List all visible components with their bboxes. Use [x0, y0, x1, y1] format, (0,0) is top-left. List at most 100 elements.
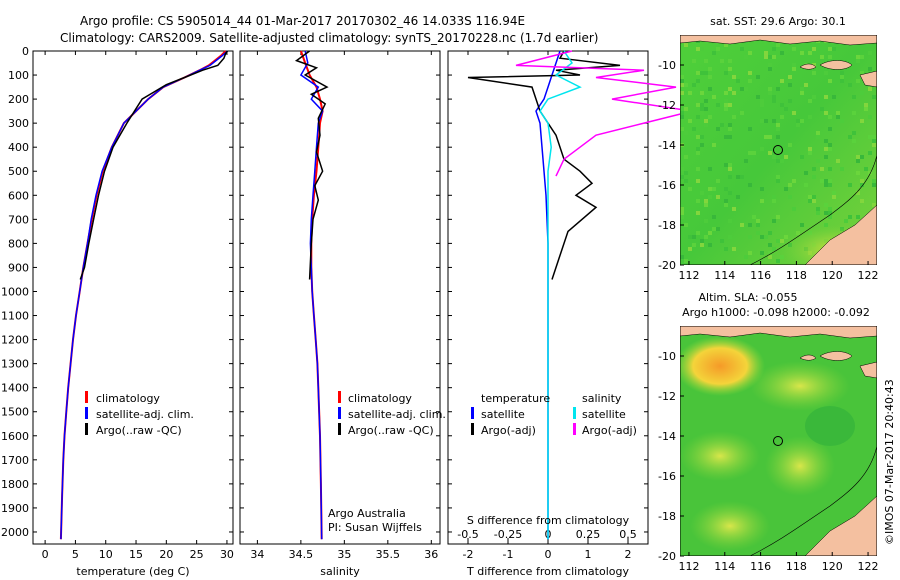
sst-pixel	[864, 107, 868, 111]
sst-pixel	[760, 251, 764, 255]
salinity-panel: 34 34.5 35 35.5 36 salinity climatology sate…	[239, 50, 446, 578]
sst-pixel	[768, 231, 772, 235]
sst-pixel	[700, 111, 704, 115]
sst-pixel	[684, 83, 688, 87]
sst-pixel	[712, 187, 716, 191]
sst-pixel	[732, 115, 736, 119]
depth-tick-label: 1000	[1, 285, 29, 298]
sst-pixel	[700, 103, 704, 107]
sst-pixel	[768, 63, 772, 67]
sst-pixel	[836, 111, 840, 115]
sst-pixel	[728, 67, 732, 71]
sst-pixel	[860, 119, 864, 123]
legend-label-argo: Argo(..raw -QC)	[96, 424, 182, 437]
sst-pixel	[856, 59, 860, 63]
sst-pixel	[756, 231, 760, 235]
sst-pixel	[684, 179, 688, 183]
sst-pixel	[680, 79, 684, 83]
difference-series	[467, 50, 693, 540]
sst-pixel	[764, 235, 768, 239]
sst-pixel	[860, 155, 864, 159]
sst-pixel	[748, 127, 752, 131]
sst-pixel	[720, 239, 724, 243]
sst-pixel	[788, 143, 792, 147]
depth-tick-label: 1500	[1, 406, 29, 419]
lon-tick-label: 120	[822, 560, 843, 573]
sst-pixel	[784, 107, 788, 111]
sst-pixel	[744, 159, 748, 163]
sst-pixel	[872, 183, 876, 187]
sst-pixel	[772, 95, 776, 99]
sst-pixel	[780, 79, 784, 83]
temperature-xlabel: temperature (deg C)	[76, 565, 189, 578]
sst-pixel	[848, 215, 852, 219]
sst-pixel	[776, 175, 780, 179]
sst-pixel	[696, 151, 700, 155]
sst-pixel	[772, 47, 776, 51]
legend-swatch-satellite	[338, 407, 341, 419]
salinity-xlabel: salinity	[320, 565, 360, 578]
sst-pixel	[764, 135, 768, 139]
sst-pixel	[696, 179, 700, 183]
sst-pixel	[708, 87, 712, 91]
sst-pixel	[724, 203, 728, 207]
sst-pixel	[852, 111, 856, 115]
sst-pixel	[724, 187, 728, 191]
sst-pixel	[860, 179, 864, 183]
sst-pixel	[704, 199, 708, 203]
sst-pixel	[792, 63, 796, 67]
lat-tick-label: -10	[658, 59, 676, 72]
sst-pixel	[860, 91, 864, 95]
sst-pixel	[828, 207, 832, 211]
sst-pixel	[692, 59, 696, 63]
sst-pixel	[856, 171, 860, 175]
lon-tick-label: 118	[786, 560, 807, 573]
sst-pixel	[828, 115, 832, 119]
sst-pixel	[708, 75, 712, 79]
temperature-legend: climatology satellite-adj. clim. Argo(..…	[85, 391, 194, 437]
sst-pixel	[728, 87, 732, 91]
credit-line-1: Argo Australia	[328, 507, 406, 520]
sst-pixel	[868, 115, 872, 119]
sst-pixel	[688, 235, 692, 239]
sst-pixel	[760, 103, 764, 107]
sst-pixel	[820, 167, 824, 171]
sst-pixel	[868, 87, 872, 91]
sst-pixel	[700, 107, 704, 111]
sst-texture	[680, 35, 876, 263]
sst-pixel	[828, 147, 832, 151]
sst-pixel	[828, 47, 832, 51]
sst-pixel	[680, 211, 684, 215]
legend-label-s-satellite: satellite	[582, 408, 626, 421]
t-difference-xlabel: T difference from climatology	[466, 565, 629, 578]
sst-pixel	[728, 235, 732, 239]
land-island-2	[799, 354, 817, 361]
lon-tick-label: 112	[678, 269, 699, 282]
sst-pixel	[832, 195, 836, 199]
sst-pixel	[840, 79, 844, 83]
legend-swatch-satellite	[85, 407, 88, 419]
sst-pixel	[716, 103, 720, 107]
sst-pixel	[776, 135, 780, 139]
depth-tick-label: 2000	[1, 526, 29, 539]
sst-pixel	[708, 67, 712, 71]
sst-pixel	[700, 91, 704, 95]
sst-pixel	[724, 163, 728, 167]
land-island-2	[799, 63, 817, 70]
sst-pixel	[812, 199, 816, 203]
sla-map-area	[680, 326, 877, 556]
sst-pixel	[708, 231, 712, 235]
sst-pixel	[864, 167, 868, 171]
sst-pixel	[692, 235, 696, 239]
sla-map-axes: 112 114 116 118 120 122 -10 -12 -14 -16 -18 -20	[658, 350, 879, 573]
sst-pixel	[824, 111, 828, 115]
legend-label-t-satellite: satellite	[481, 408, 525, 421]
sst-pixel	[748, 223, 752, 227]
sst-pixel	[700, 243, 704, 247]
sst-pixel	[872, 143, 876, 147]
sst-pixel	[724, 103, 728, 107]
sst-pixel	[768, 55, 772, 59]
sst-pixel	[780, 255, 784, 259]
sst-pixel	[748, 183, 752, 187]
